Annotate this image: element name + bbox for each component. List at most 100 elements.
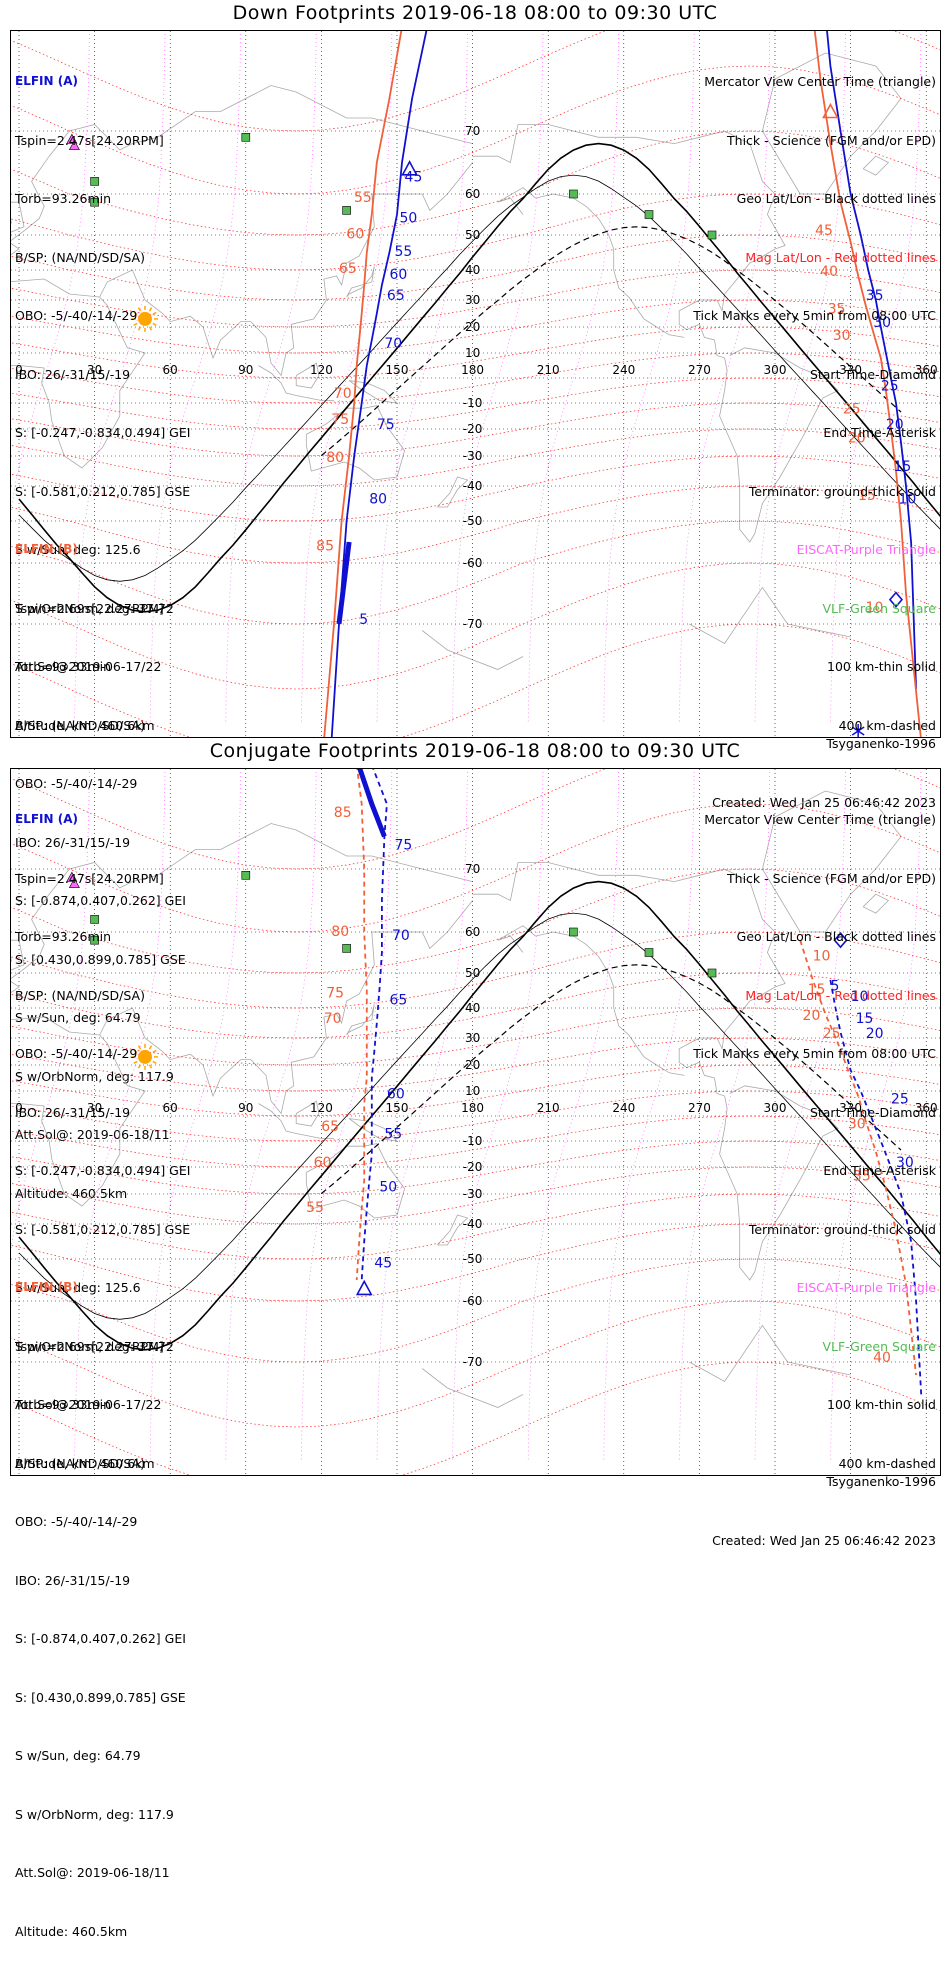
sun-disk	[138, 311, 152, 326]
lat-tick-label: -20	[463, 422, 483, 436]
coastline	[11, 162, 473, 377]
legend-item: Geo Lat/Lon - Black dotted lines	[736, 191, 936, 206]
terminator-100km	[18, 912, 940, 1320]
elfin-b-tick-label: 20	[848, 431, 866, 447]
vlf-square	[342, 944, 351, 953]
vlf-square	[241, 133, 251, 142]
lon-tick-label: 120	[310, 363, 333, 377]
sun-ray	[152, 1049, 157, 1054]
footprint-map: 0 30 60 90 120 150 180 210 240 270 300 330 360 70 60 50…	[11, 31, 940, 737]
elfin-b-tick-label: 85	[316, 538, 334, 554]
vlf-square	[569, 927, 578, 937]
elfin-a-tick-label: 55	[384, 1127, 402, 1143]
elfin-a-line: Torb=93.26min	[15, 929, 112, 944]
vlf-square	[342, 206, 351, 215]
sun-ray	[137, 307, 142, 312]
footer-info: Tsyganenko-1996 Created: Wed Jan 25 06:4…	[712, 695, 936, 851]
coastline	[11, 85, 473, 256]
elfin-b-tick-label: 40	[820, 264, 838, 280]
elfin-b-line: S: [0.430,0.899,0.785] GSE	[15, 1689, 186, 1705]
lat-tick-label: -10	[463, 1134, 483, 1148]
legend-item: 400 km-dashed	[838, 717, 936, 733]
lat-tick-label: -40	[463, 479, 483, 493]
elfin-a-line: S: [-0.247,-0.834,0.494] GEI	[15, 1163, 191, 1178]
lon-tick-label: 300	[764, 1101, 787, 1115]
elfin-a-tick-label: 60	[387, 1087, 405, 1103]
sun-ray	[148, 307, 153, 312]
footprint-track	[829, 979, 923, 1395]
elfin-a-line: OBO: -5/-40/-14/-29	[15, 308, 138, 323]
lon-tick-label: 60	[163, 1101, 178, 1115]
lon-tick-label: 330	[839, 1101, 862, 1115]
legend-item: Tick Marks every 5min from 08:00 UTC	[693, 308, 936, 323]
mag-meridian	[74, 33, 166, 722]
elfin-b-tick-label: 40	[873, 1350, 891, 1366]
terminator-400km	[321, 226, 902, 456]
lon-tick-label: 300	[764, 363, 787, 377]
mag-parallel	[11, 402, 940, 457]
lat-tick-label: -40	[463, 1217, 483, 1231]
sun-icon	[132, 305, 158, 332]
elfin-b-line: Tspin=2.69s[22.27RPM]	[15, 600, 164, 616]
elfin-a-info: ELFIN (A) Tspin=2.47s[24.20RPM] Torb=93.…	[15, 33, 190, 774]
elfin-a-line: IBO: 26/-31/15/-19	[15, 1104, 131, 1120]
mag-meridian	[225, 33, 317, 722]
vlf-square	[707, 230, 717, 240]
lat-tick-label: -30	[463, 1187, 483, 1201]
mag-meridian	[527, 771, 619, 1460]
sun-ray	[133, 311, 138, 316]
elfin-a-label: ELFIN (A)	[15, 74, 78, 88]
terminator-ground	[18, 880, 940, 1351]
elfin-a-tick-label: 75	[377, 417, 395, 433]
coastline	[497, 925, 685, 1076]
elfin-a-tick-label: 20	[866, 1026, 884, 1042]
elfin-a-tick-label: 70	[392, 928, 410, 944]
elfin-a-line: S: [-0.247,-0.834,0.494] GEI	[15, 425, 191, 440]
coastline	[11, 939, 25, 971]
elfin-a-line: IBO: 26/-31/15/-19	[15, 366, 131, 382]
mag-meridian	[225, 771, 317, 1460]
elfin-b-line: S w/Sun, deg: 64.79	[15, 1748, 141, 1763]
coastline	[258, 1103, 334, 1139]
mag-meridian	[376, 33, 468, 722]
mag-meridian	[830, 33, 922, 722]
coastline	[497, 187, 685, 338]
elfin-a-tick-label: 5	[830, 979, 839, 995]
elfin-a-tick-label: 35	[866, 288, 884, 304]
elfin-b-tick-label: 25	[843, 401, 861, 417]
mag-meridian	[603, 771, 695, 1460]
coastline	[305, 405, 406, 481]
coastline	[472, 124, 839, 543]
coastline	[258, 365, 334, 401]
mag-meridian	[74, 771, 166, 1460]
elfin-a-tick-label: 60	[389, 267, 407, 283]
coastline	[437, 1214, 469, 1246]
elfin-a-line: Altitude, km: 460.6km	[15, 1455, 155, 1471]
elfin-b-line: Att.Sol@: 2019-06-18/11	[15, 1865, 170, 1880]
mag-meridian	[452, 33, 544, 722]
elfin-b-tick-label: 70	[324, 1011, 342, 1027]
vlf-square	[569, 189, 578, 199]
sun-ray	[152, 311, 157, 316]
lat-tick-label: 70	[465, 124, 480, 138]
footprint-track	[826, 31, 917, 690]
footer-info: Tsyganenko-1996 Created: Wed Jan 25 06:4…	[712, 1433, 936, 1589]
elfin-a-line: Tspin=2.47s[24.20RPM]	[15, 132, 164, 148]
elfin-a-tick-label: 45	[374, 1255, 392, 1271]
lon-tick-label: 180	[461, 363, 484, 377]
elfin-b-tick-label: 75	[331, 412, 349, 428]
coastline	[761, 790, 902, 933]
lat-tick-label: -70	[463, 1355, 483, 1369]
elfin-b-label: ELFIN (B)	[15, 1280, 78, 1294]
footprint-map: 0 30 60 90 120 150 180 210 240 270 300 330 360 70 60 50…	[11, 769, 940, 1475]
lon-tick-label: 180	[461, 1101, 484, 1115]
mag-meridian	[149, 771, 241, 1460]
model-label: Tsyganenko-1996	[826, 736, 936, 751]
elfin-b-line: OBO: -5/-40/-14/-29	[15, 776, 138, 791]
legend-item: Start Time-Diamond	[809, 1104, 936, 1120]
model-label: Tsyganenko-1996	[826, 1474, 936, 1489]
coastline	[11, 296, 146, 469]
elfin-b-line: IBO: 26/-31/15/-19	[15, 834, 131, 850]
elfin-a-line: S w/OrbNorm, deg: 37.72	[15, 600, 174, 616]
down-footprints-panel: Down Footprints 2019-06-18 08:00 to 09:3…	[0, 0, 950, 1201]
